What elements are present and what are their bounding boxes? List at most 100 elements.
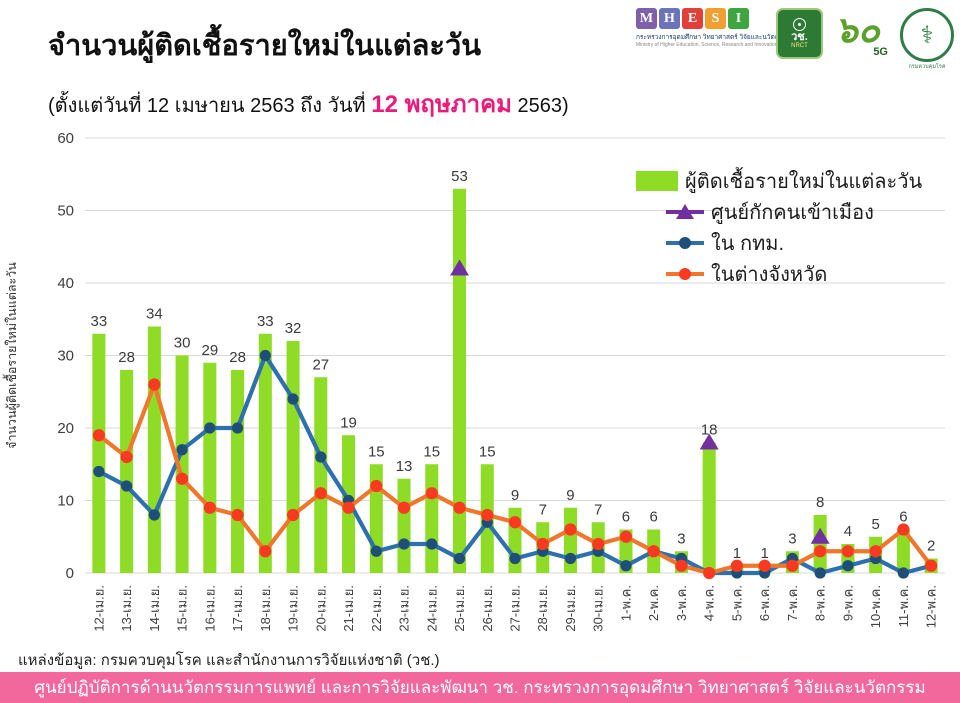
provinces-marker <box>647 545 660 558</box>
y-axis-title: จำนวนผู้ติดเชื้อรายใหม่ในแต่ละวัน <box>2 262 20 449</box>
y-tick-label: 40 <box>57 275 74 292</box>
x-tick-label: 5-พ.ค. <box>729 585 744 621</box>
bar-value-label: 29 <box>201 342 218 359</box>
detention-triangle <box>450 259 470 276</box>
bar <box>231 370 245 573</box>
bar <box>92 333 106 573</box>
x-tick-label: 4-พ.ค. <box>702 585 717 621</box>
x-tick-label: 30-เม.ย. <box>591 585 606 632</box>
bangkok-marker <box>842 560 854 572</box>
bar <box>813 515 827 573</box>
x-tick-label: 28-เม.ย. <box>535 585 550 632</box>
bangkok-marker <box>176 444 188 456</box>
bangkok-marker <box>287 393 299 405</box>
bangkok-marker <box>564 552 577 565</box>
x-tick-label: 9-พ.ค. <box>840 585 855 621</box>
y-tick-label: 30 <box>57 348 74 365</box>
bar <box>175 355 189 573</box>
legend-label: ศูนย์กักคนเข้าเมือง <box>711 202 874 224</box>
provinces-marker <box>925 559 938 572</box>
bar <box>397 478 411 573</box>
bar-value-label: 27 <box>312 356 329 373</box>
bar-value-label: 3 <box>677 530 685 547</box>
x-tick-label: 21-เม.ย. <box>341 585 356 632</box>
mhesi-letter-m: M <box>636 8 657 29</box>
bangkok-marker <box>509 552 521 565</box>
bar <box>314 377 328 573</box>
provinces-marker <box>758 559 771 572</box>
page-title: จำนวนผู้ติดเชื้อรายใหม่ในแต่ละวัน <box>48 30 482 62</box>
mhesi-thai-name: กระทรวงการอุดมศึกษา วิทยาศาสตร์ วิจัยและ… <box>636 34 790 41</box>
provinces-marker <box>841 545 855 558</box>
x-tick-label: 13-เม.ย. <box>119 585 134 632</box>
mhesi-letter-squares: M H E S I <box>636 8 764 29</box>
x-tick-label: 10-พ.ค. <box>868 585 883 628</box>
anniversary-60-5g-logo: ๖๐ 5G <box>835 8 888 60</box>
x-tick-label: 27-เม.ย. <box>508 585 523 632</box>
provinces-marker <box>869 545 882 558</box>
provinces-marker <box>897 523 910 536</box>
nrct-emblem-icon <box>792 17 806 31</box>
provinces-marker <box>564 523 577 536</box>
legend-label: ในต่างจังหวัด <box>711 264 828 286</box>
logo-strip: M H E S I กระทรวงการอุดมศึกษา วิทยาศาสตร… <box>636 8 954 80</box>
bar-value-label: 32 <box>285 320 302 337</box>
bangkok-marker <box>453 552 466 565</box>
bar <box>258 333 272 573</box>
bar-value-label: 53 <box>451 168 468 185</box>
bar <box>286 341 300 573</box>
provinces-marker <box>703 566 716 580</box>
mhesi-letter-h: H <box>659 8 680 29</box>
detention-triangle <box>810 527 830 544</box>
green-bar-swatch-icon <box>636 171 678 191</box>
nrct-english-abbr: NRCT <box>791 42 808 49</box>
bar-value-label: 6 <box>622 509 630 526</box>
x-tick-label: 23-เม.ย. <box>397 585 412 632</box>
provinces-marker <box>175 472 189 485</box>
provinces-marker <box>203 501 216 514</box>
bar-value-label: 7 <box>594 501 602 518</box>
blue-line-dot-marker-icon <box>666 234 704 252</box>
legend-label: ผู้ติดเชื้อรายใหม่ในแต่ละวัน <box>685 171 923 193</box>
bangkok-marker <box>315 451 327 463</box>
bar-value-label: 15 <box>479 443 496 460</box>
x-tick-label: 8-พ.ค. <box>813 585 828 621</box>
bar-value-label: 1 <box>733 545 741 562</box>
ddc-logo: ⚕ กรมควบคุมโรค <box>900 8 954 71</box>
subtitle-highlight-date: 12 พฤษภาคม <box>371 91 512 118</box>
provinces-marker <box>786 559 799 572</box>
bar-value-label: 8 <box>816 494 824 511</box>
bar-value-label: 6 <box>899 509 907 526</box>
bar-value-label: 9 <box>566 487 574 504</box>
bangkok-marker <box>897 567 909 579</box>
bangkok-marker <box>93 465 105 478</box>
x-tick-label: 22-เม.ย. <box>369 585 384 632</box>
bar-value-label: 28 <box>229 349 246 366</box>
provinces-marker <box>425 487 438 500</box>
bar <box>896 529 910 573</box>
bar <box>203 362 217 573</box>
bar-value-label: 15 <box>423 443 440 460</box>
y-tick-label: 10 <box>57 493 74 510</box>
y-tick-label: 60 <box>57 130 74 147</box>
provinces-marker <box>730 559 744 572</box>
bangkok-marker <box>121 480 133 492</box>
legend-item-daily-cases: ผู้ติดเชื้อรายใหม่ในแต่ละวัน <box>636 170 956 193</box>
x-tick-label: 7-พ.ค. <box>785 585 800 621</box>
provinces-marker <box>342 501 355 514</box>
provinces-marker <box>453 501 466 514</box>
orange-line-dot-marker-icon <box>666 265 704 283</box>
x-tick-label: 18-เม.ย. <box>258 585 273 632</box>
mhesi-logo: M H E S I กระทรวงการอุดมศึกษา วิทยาศาสตร… <box>636 8 790 48</box>
chart-legend: ผู้ติดเชื้อรายใหม่ในแต่ละวัน ศูนย์กักคนเ… <box>636 170 956 294</box>
bar-value-label: 34 <box>146 306 163 323</box>
provinces-marker <box>259 545 272 558</box>
y-tick-label: 0 <box>66 565 74 582</box>
daily-cases-chart: 0 10 20 30 40 50 60 33 28 34 30 29 28 33 32 27 19 15 13 15 5… <box>0 125 960 645</box>
legend-item-bangkok: ใน กทม. <box>636 232 956 255</box>
mhesi-letter-e: E <box>682 8 703 29</box>
provinces-marker <box>481 508 494 522</box>
provinces-marker <box>619 530 633 543</box>
provinces-marker <box>120 450 133 464</box>
mhesi-english-name: Ministry of Higher Education, Science, R… <box>636 42 778 48</box>
